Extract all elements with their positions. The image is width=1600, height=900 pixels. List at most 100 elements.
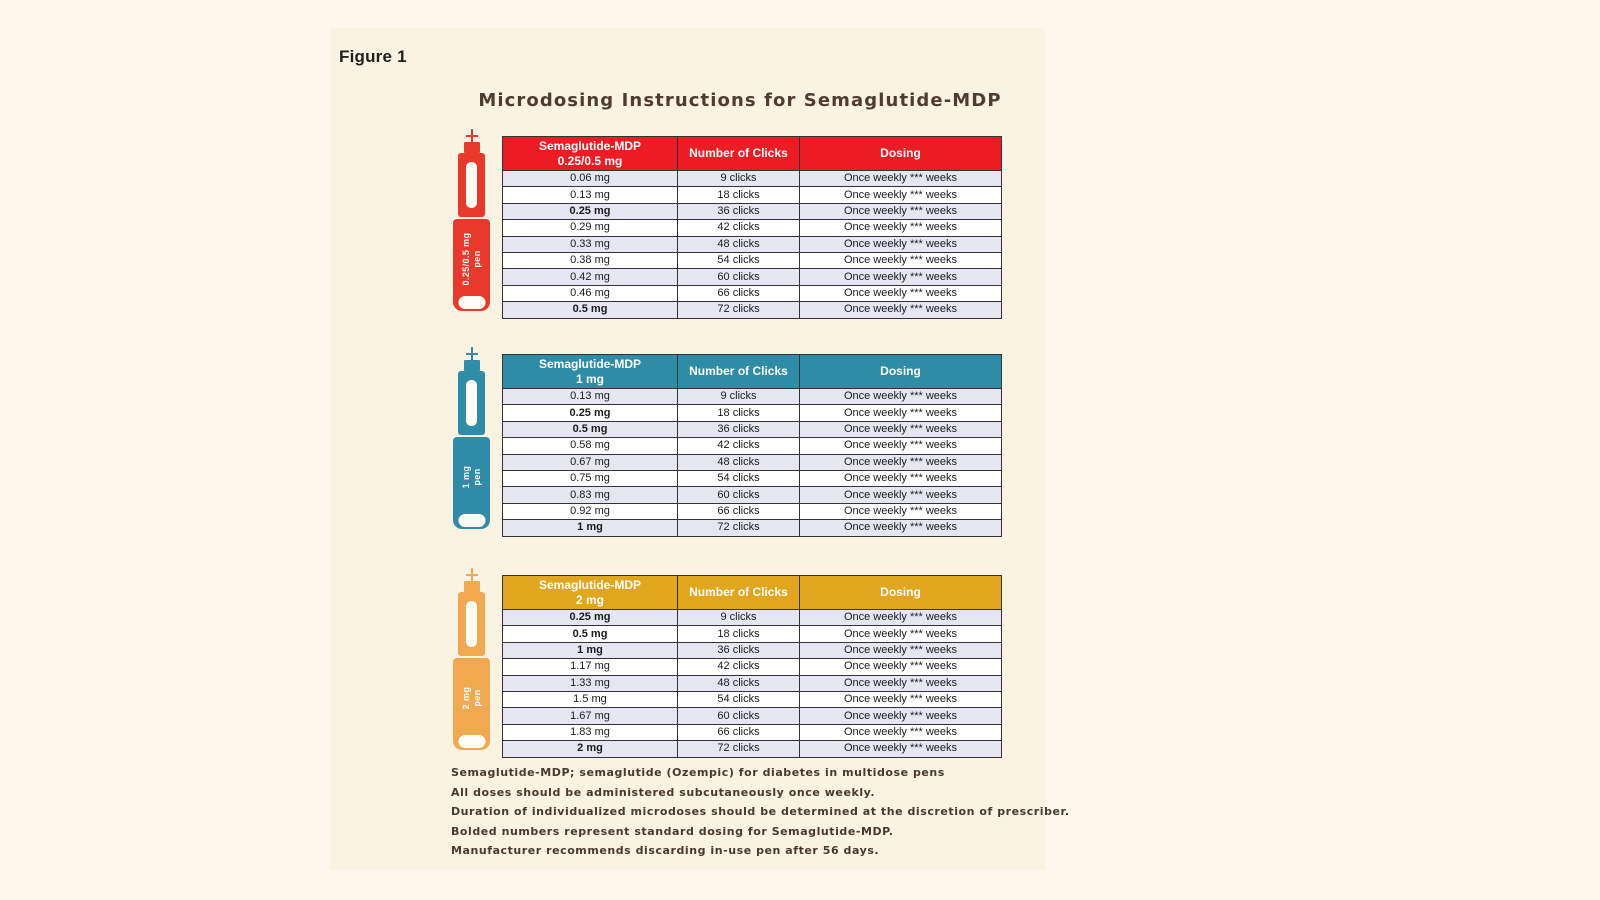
table-row: 0.83 mg 60 clicks Once weekly *** weeks xyxy=(502,486,1002,504)
table-row: 0.5 mg 72 clicks Once weekly *** weeks xyxy=(502,301,1002,319)
table-row: 0.33 mg 48 clicks Once weekly *** weeks xyxy=(502,235,1002,253)
clicks-cell: 18 clicks xyxy=(677,186,800,204)
clicks-cell: 60 clicks xyxy=(677,268,800,286)
pen-label: 2 mg pen xyxy=(461,659,483,737)
header-product-line2: 2 mg xyxy=(575,592,604,607)
pen-needle-crossbar-icon xyxy=(466,353,478,355)
footnote-line: All doses should be administered subcuta… xyxy=(451,785,876,799)
dosing-cell: Once weekly *** weeks xyxy=(799,625,1002,643)
clicks-cell: 72 clicks xyxy=(677,519,800,537)
table-row: 0.5 mg 36 clicks Once weekly *** weeks xyxy=(502,420,1002,439)
dose-cell: 0.75 mg xyxy=(502,469,678,488)
dosing-cell: Once weekly *** weeks xyxy=(799,519,1002,537)
dosing-cell: Once weekly *** weeks xyxy=(799,658,1002,676)
header-row: Semaglutide-MDP 1 mg Number of Clicks Do… xyxy=(502,354,1002,389)
dosing-cell: Once weekly *** weeks xyxy=(799,437,1002,455)
dose-cell: 0.25 mg xyxy=(502,404,678,422)
dose-cell: 0.46 mg xyxy=(502,284,678,303)
dosing-cell: Once weekly *** weeks xyxy=(799,169,1002,188)
dosing-cell: Once weekly *** weeks xyxy=(799,301,1002,319)
pen-label-line2: pen xyxy=(471,468,482,487)
column-header-product: Semaglutide-MDP 2 mg xyxy=(502,575,678,610)
table-row: 1.33 mg 48 clicks Once weekly *** weeks xyxy=(502,674,1002,692)
table-row: 0.67 mg 48 clicks Once weekly *** weeks xyxy=(502,453,1002,471)
header-product-line1: Semaglutide-MDP xyxy=(538,139,641,154)
clicks-cell: 54 clicks xyxy=(677,251,800,270)
dosing-cell: Once weekly *** weeks xyxy=(799,387,1002,406)
column-header-clicks: Number of Clicks xyxy=(677,354,800,389)
clicks-cell: 42 clicks xyxy=(677,437,800,455)
pen-needle-crossbar-icon xyxy=(466,574,478,576)
dose-cell: 1.33 mg xyxy=(502,674,678,692)
pen-lower-body-icon: 0.25/0.5 mg pen xyxy=(453,219,490,311)
dosing-cell: Once weekly *** weeks xyxy=(799,486,1002,504)
table-row: 2 mg 72 clicks Once weekly *** weeks xyxy=(502,740,1002,758)
dosing-cell: Once weekly *** weeks xyxy=(799,453,1002,471)
footnote-line: Semaglutide-MDP; semaglutide (Ozempic) f… xyxy=(451,766,945,779)
column-header-clicks: Number of Clicks xyxy=(677,136,800,171)
dosing-cell: Once weekly *** weeks xyxy=(799,235,1002,253)
pen-lower-body-icon: 2 mg pen xyxy=(453,658,490,750)
pen-label-line1: 2 mg xyxy=(460,687,471,710)
dosing-group-025-05mg: 0.25/0.5 mg pen Semaglutide-MDP 0.25/0.5… xyxy=(450,129,1005,319)
pen-cap-icon xyxy=(458,735,485,748)
table-row: 1.83 mg 66 clicks Once weekly *** weeks xyxy=(502,723,1002,742)
pen-label: 0.25/0.5 mg pen xyxy=(461,220,483,298)
table-row: 0.25 mg 18 clicks Once weekly *** weeks xyxy=(502,404,1002,422)
dose-cell: 1.67 mg xyxy=(502,707,678,725)
table-row: 0.25 mg 9 clicks Once weekly *** weeks xyxy=(502,608,1002,627)
table-row: 1.17 mg 42 clicks Once weekly *** weeks xyxy=(502,658,1002,676)
clicks-cell: 18 clicks xyxy=(677,625,800,643)
dose-cell: 0.25 mg xyxy=(502,202,678,221)
dosing-table-025-05mg: Semaglutide-MDP 0.25/0.5 mg Number of Cl… xyxy=(502,136,1002,319)
dosing-cell: Once weekly *** weeks xyxy=(799,502,1002,521)
clicks-cell: 72 clicks xyxy=(677,740,800,758)
column-header-dosing: Dosing xyxy=(799,136,1002,171)
pen-hub-icon xyxy=(464,581,480,592)
dosing-cell: Once weekly *** weeks xyxy=(799,723,1002,742)
dose-cell: 0.92 mg xyxy=(502,502,678,521)
header-product-line1: Semaglutide-MDP xyxy=(538,357,641,372)
dose-cell: 0.06 mg xyxy=(502,169,678,188)
dosing-table-2mg: Semaglutide-MDP 2 mg Number of Clicks Do… xyxy=(502,575,1002,758)
header-product-line2: 1 mg xyxy=(575,371,604,386)
dose-cell: 0.29 mg xyxy=(502,219,678,237)
clicks-cell: 42 clicks xyxy=(677,219,800,237)
clicks-cell: 54 clicks xyxy=(677,469,800,488)
clicks-cell: 48 clicks xyxy=(677,235,800,253)
dose-cell: 0.5 mg xyxy=(502,420,678,439)
table-row: 0.38 mg 54 clicks Once weekly *** weeks xyxy=(502,251,1002,270)
pen-cap-icon xyxy=(458,296,485,309)
pen-dose-window-icon xyxy=(466,380,477,426)
clicks-cell: 9 clicks xyxy=(677,387,800,406)
dose-cell: 1.17 mg xyxy=(502,658,678,676)
dosing-cell: Once weekly *** weeks xyxy=(799,707,1002,725)
pen-label-line2: pen xyxy=(471,689,482,708)
clicks-cell: 66 clicks xyxy=(677,284,800,303)
table-row: 0.46 mg 66 clicks Once weekly *** weeks xyxy=(502,284,1002,303)
table-row: 0.29 mg 42 clicks Once weekly *** weeks xyxy=(502,219,1002,237)
dose-cell: 1.5 mg xyxy=(502,690,678,709)
column-header-product: Semaglutide-MDP 0.25/0.5 mg xyxy=(502,136,678,171)
pen-label-line1: 1 mg xyxy=(460,466,471,489)
footnotes: Semaglutide-MDP; semaglutide (Ozempic) f… xyxy=(451,763,1069,861)
footnote-line: Bolded numbers represent standard dosing… xyxy=(451,824,894,838)
clicks-cell: 36 clicks xyxy=(677,202,800,221)
clicks-cell: 9 clicks xyxy=(677,608,800,627)
dosing-cell: Once weekly *** weeks xyxy=(799,404,1002,422)
clicks-cell: 36 clicks xyxy=(677,420,800,439)
dose-cell: 0.33 mg xyxy=(502,235,678,253)
column-header-clicks: Number of Clicks xyxy=(677,575,800,610)
dose-cell: 0.83 mg xyxy=(502,486,678,504)
pen-label-line1: 0.25/0.5 mg xyxy=(460,233,471,286)
column-header-dosing: Dosing xyxy=(799,354,1002,389)
dose-cell: 1 mg xyxy=(502,641,678,660)
table-row: 1 mg 36 clicks Once weekly *** weeks xyxy=(502,641,1002,660)
dosing-cell: Once weekly *** weeks xyxy=(799,284,1002,303)
pen-label: 1 mg pen xyxy=(461,438,483,516)
table-row: 0.13 mg 18 clicks Once weekly *** weeks xyxy=(502,186,1002,204)
pen-lower-body-icon: 1 mg pen xyxy=(453,437,490,529)
pen-upper-body-icon xyxy=(458,153,485,217)
figure-title: Microdosing Instructions for Semaglutide… xyxy=(478,90,1002,111)
clicks-cell: 54 clicks xyxy=(677,690,800,709)
